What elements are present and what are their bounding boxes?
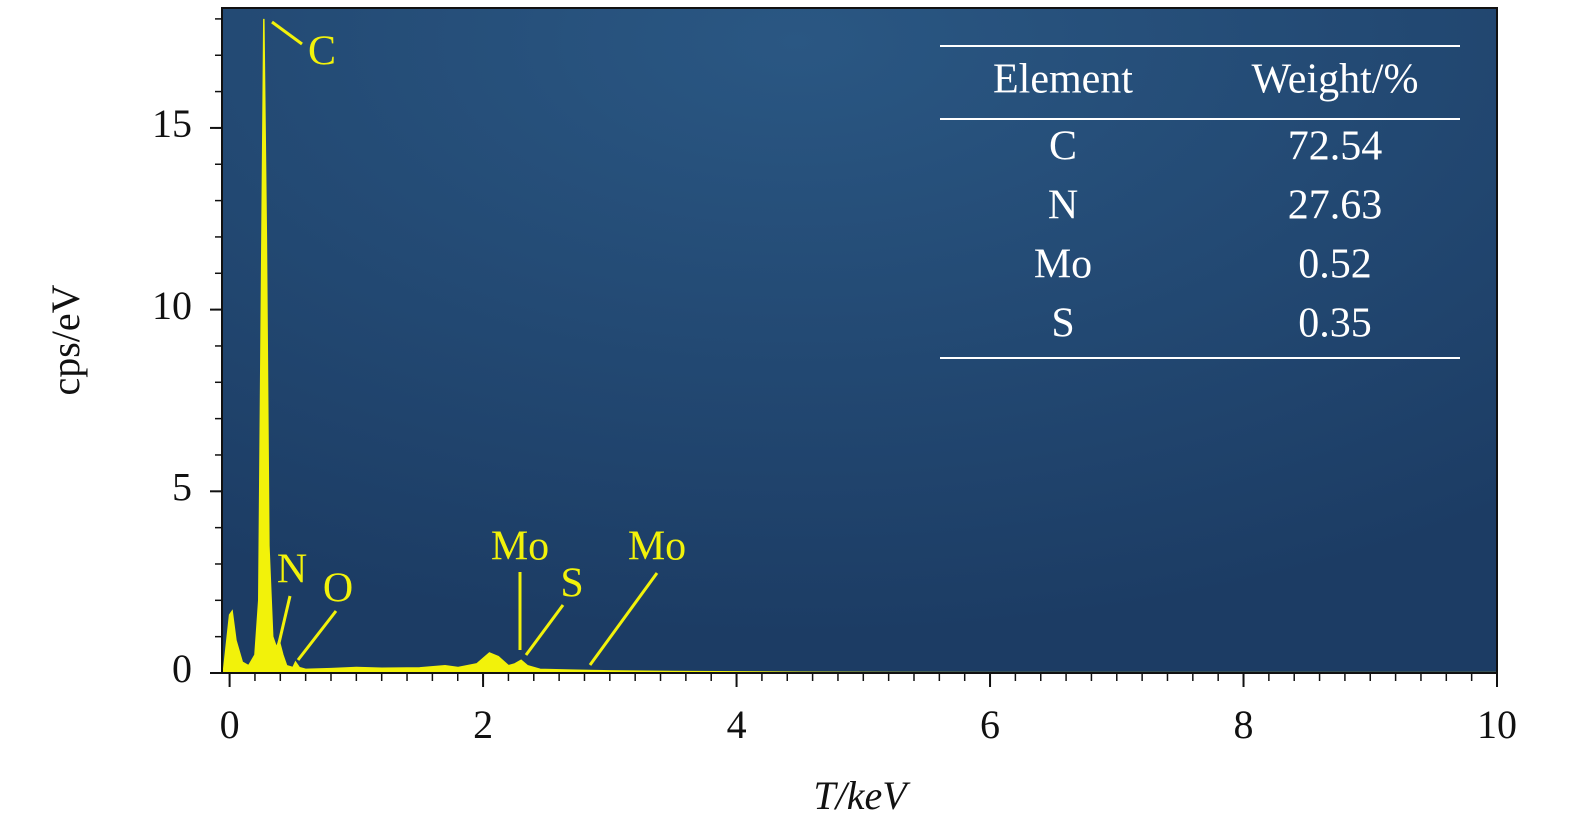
table-header: Element (993, 57, 1133, 103)
table-cell: 0.35 (1298, 301, 1372, 347)
annotation: S (560, 561, 583, 607)
plot-frame (221, 7, 1498, 674)
plot (222, 18, 1497, 673)
x-tick-label: 10 (1477, 702, 1517, 747)
table-cell: 72.54 (1288, 124, 1383, 170)
y-tick-label: 5 (172, 464, 192, 509)
annotation-leader (271, 20, 303, 46)
y-tick-label: 0 (172, 646, 192, 691)
y-axis-label: cps/eV (43, 284, 88, 395)
annotation: C (308, 29, 336, 75)
x-tick-label: 6 (980, 702, 1000, 747)
spectrum-area (222, 18, 1497, 673)
table-cell: N (1048, 183, 1078, 229)
table-cell: C (1049, 124, 1077, 170)
table-cell: 27.63 (1288, 183, 1383, 229)
y-tick-label: 15 (152, 101, 192, 146)
table-header: Weight/% (1252, 57, 1419, 103)
annotation: O (323, 566, 353, 612)
x-tick-label: 8 (1234, 702, 1254, 747)
annotation-leader (277, 595, 292, 644)
x-axis-label: T/keV (813, 773, 911, 818)
x-tick-label: 2 (473, 702, 493, 747)
annotation: Mo (628, 524, 686, 570)
table-cell: S (1051, 301, 1074, 347)
table-cell: 0.52 (1298, 242, 1372, 288)
annotation-leader (524, 604, 565, 656)
legend-table: Element Weight/% C 72.54 N 27.63 Mo 0.52 S 0.35 (940, 45, 1460, 359)
x-tick-label: 0 (220, 702, 240, 747)
table-cell: Mo (1034, 242, 1092, 288)
annotation: Mo (491, 524, 549, 570)
annotation: N (277, 547, 307, 593)
y-tick-label: 10 (152, 283, 192, 328)
annotation-leader (588, 572, 659, 666)
x-tick-label: 4 (727, 702, 747, 747)
annotation-leader (296, 610, 338, 661)
